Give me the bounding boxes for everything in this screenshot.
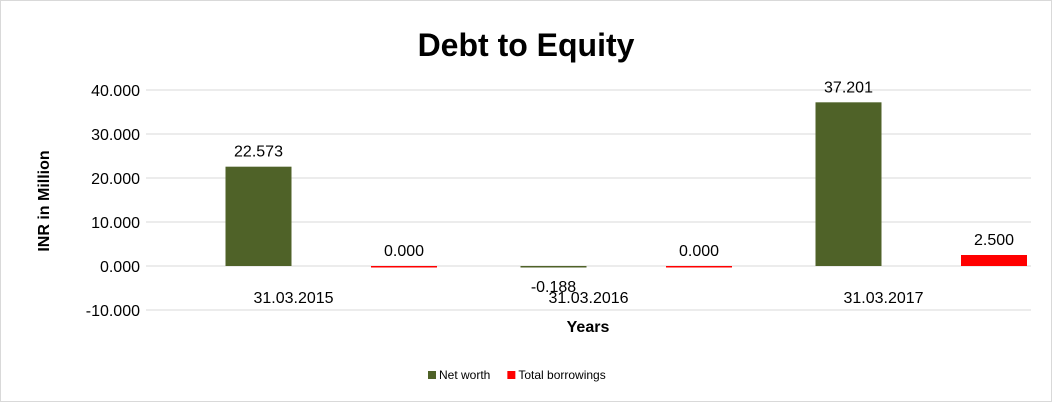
legend-label: Net worth (439, 368, 490, 382)
bar-net-worth (815, 102, 882, 266)
chart-title: Debt to Equity (418, 27, 635, 63)
data-label: 37.201 (824, 79, 873, 96)
legend-label: Total borrowings (518, 368, 605, 382)
x-tick-label: 31.03.2015 (253, 290, 333, 307)
bar-total-borrowings (961, 255, 1027, 266)
y-tick-label: -10.000 (86, 303, 140, 320)
x-axis-label: Years (567, 319, 610, 336)
y-tick-label: 10.000 (91, 215, 140, 232)
y-tick-label: 40.000 (91, 83, 140, 100)
data-label: 2.500 (974, 232, 1014, 249)
bar-net-worth (520, 266, 587, 268)
legend-swatch (507, 371, 516, 379)
x-tick-label: 31.03.2016 (548, 290, 628, 307)
bar-net-worth (225, 166, 292, 266)
y-tick-label: 20.000 (91, 171, 140, 188)
data-label: -0.188 (531, 279, 576, 296)
x-tick-label: 31.03.2017 (843, 290, 923, 307)
data-label: 22.573 (234, 144, 283, 161)
data-label: 0.000 (679, 243, 719, 260)
y-axis-label: INR in Million (36, 150, 53, 251)
legend-swatch (428, 371, 436, 379)
bar-total-borrowings (666, 266, 732, 268)
bar-total-borrowings (371, 266, 437, 268)
y-tick-label: 30.000 (91, 127, 140, 144)
data-label: 0.000 (384, 243, 424, 260)
y-tick-label: 0.000 (100, 259, 140, 276)
